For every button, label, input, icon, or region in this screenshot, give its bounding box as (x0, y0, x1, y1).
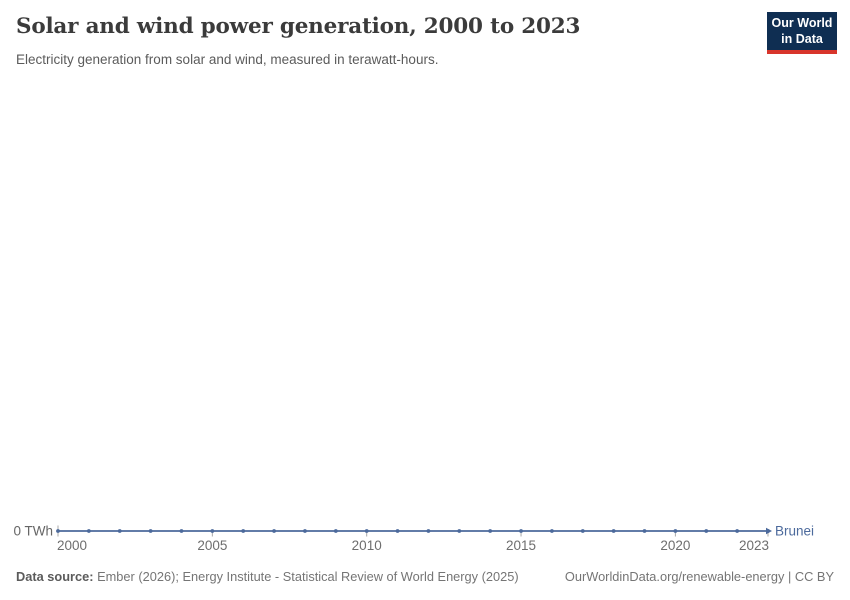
x-axis-tick-label-2020: 2020 (660, 538, 690, 553)
page-subtitle: Electricity generation from solar and wi… (16, 52, 439, 67)
page-title: Solar and wind power generation, 2000 to… (16, 14, 581, 39)
data-point-2002[interactable] (117, 529, 122, 533)
owid-logo[interactable]: Our World in Data (767, 12, 837, 54)
data-point-2001[interactable] (86, 529, 91, 533)
data-point-2000[interactable] (56, 529, 60, 533)
data-point-2009[interactable] (333, 529, 338, 533)
data-point-2020[interactable] (673, 529, 678, 533)
citation-link[interactable]: OurWorldinData.org/renewable-energy | CC… (564, 569, 834, 584)
chart-svg: 0 TWh 2000 2005 2010 2015 2020 2023 Brunei (13, 524, 814, 554)
data-point-2013[interactable] (457, 529, 462, 533)
data-point-2010[interactable] (364, 529, 369, 533)
data-point-2004[interactable] (179, 529, 184, 533)
owid-logo-line1: Our World (771, 16, 833, 30)
data-source-label: Data source: (16, 569, 94, 584)
data-source-line[interactable]: Data source: Ember (2026); Energy Instit… (16, 568, 519, 586)
x-axis-tick-label-2010: 2010 (352, 538, 382, 553)
data-point-2016[interactable] (550, 529, 554, 533)
data-point-2018[interactable] (611, 529, 616, 533)
data-point-2021[interactable] (704, 529, 709, 533)
data-point-2011[interactable] (395, 529, 400, 533)
data-point-2006[interactable] (241, 529, 246, 533)
data-point-2003[interactable] (148, 529, 153, 533)
data-point-2022[interactable] (735, 529, 740, 533)
data-point-2008[interactable] (303, 529, 307, 533)
y-axis-tick-label: 0 TWh (13, 524, 53, 539)
data-point-2019[interactable] (642, 529, 647, 533)
entity-label-brunei[interactable]: Brunei (775, 524, 814, 539)
x-axis-tick-label-2005: 2005 (197, 538, 227, 553)
data-point-2015[interactable] (519, 529, 523, 533)
x-axis-tick-label-2000: 2000 (57, 538, 87, 553)
data-point-2017[interactable] (580, 529, 585, 533)
data-source-text: Ember (2026); Energy Institute - Statist… (97, 569, 519, 584)
owid-logo-line2: in Data (781, 31, 823, 46)
chart-footer: Data source: Ember (2026); Energy Instit… (16, 568, 834, 586)
data-point-2014[interactable] (488, 529, 493, 533)
data-point-2012[interactable] (426, 529, 431, 533)
data-point-2005[interactable] (210, 529, 215, 533)
x-axis-tick-label-2015: 2015 (506, 538, 536, 553)
line-end-arrow (766, 527, 772, 535)
x-axis-tick-label-2023: 2023 (739, 538, 769, 553)
data-point-2007[interactable] (272, 529, 276, 533)
